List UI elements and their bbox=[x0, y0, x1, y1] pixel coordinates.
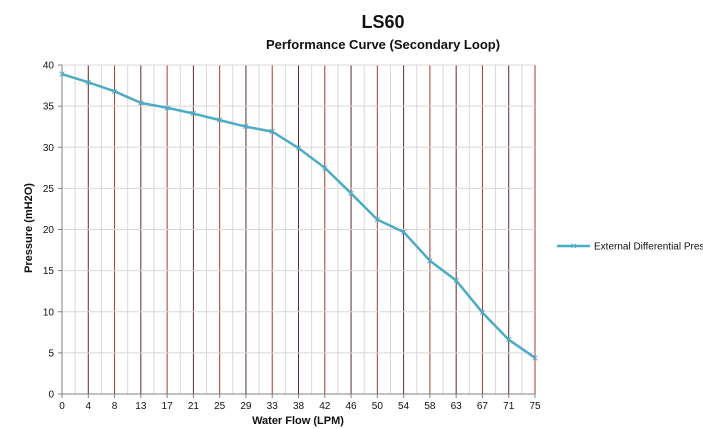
data-point-marker: × bbox=[190, 107, 197, 121]
data-series: × × × × × × × × × × × × × × × × × × × bbox=[58, 67, 538, 365]
y-tick-label: 20 bbox=[43, 225, 55, 236]
data-point-marker: × bbox=[111, 84, 118, 98]
x-tick-label: 0 bbox=[59, 401, 65, 412]
data-point-marker: × bbox=[479, 306, 486, 320]
y-tick-label: 30 bbox=[43, 143, 55, 154]
grid-lines bbox=[61, 64, 536, 395]
data-point-marker: × bbox=[348, 186, 355, 200]
y-tick-label: 5 bbox=[48, 348, 54, 359]
y-tick-label: 25 bbox=[43, 184, 55, 195]
x-tick-label: 58 bbox=[424, 401, 436, 412]
x-tick-label: 63 bbox=[451, 401, 463, 412]
x-tick-label: 42 bbox=[319, 401, 331, 412]
data-point-marker: × bbox=[137, 96, 144, 110]
y-tick-label: 35 bbox=[43, 102, 55, 113]
data-point-marker: × bbox=[242, 120, 249, 134]
x-tick-label: 33 bbox=[267, 401, 279, 412]
x-tick-label: 46 bbox=[345, 401, 357, 412]
series-line bbox=[61, 72, 536, 359]
chart-subtitle: Performance Curve (Secondary Loop) bbox=[266, 37, 500, 52]
x-tick-label: 13 bbox=[135, 401, 147, 412]
x-tick-label: 67 bbox=[477, 401, 489, 412]
chart-title: LS60 bbox=[361, 12, 404, 32]
x-tick-label: 71 bbox=[503, 401, 515, 412]
x-tick-label: 75 bbox=[529, 401, 541, 412]
y-tick-label: 10 bbox=[43, 307, 55, 318]
legend-label: External Differential Pres bbox=[594, 242, 703, 253]
x-tick-label: 17 bbox=[162, 401, 174, 412]
data-point-marker: × bbox=[426, 254, 433, 268]
x-tick-label: 21 bbox=[188, 401, 200, 412]
x-tick-label: 54 bbox=[398, 401, 410, 412]
x-tick-label: 8 bbox=[112, 401, 118, 412]
x-axis-title: Water Flow (LPM) bbox=[252, 415, 344, 427]
data-point-marker: × bbox=[216, 113, 223, 127]
tick-labels: 0 5 10 15 20 25 30 35 40 0 4 8 13 17 21 25 29 33 38 42 46 50 5… bbox=[43, 61, 541, 413]
y-tick-label: 0 bbox=[48, 390, 54, 401]
data-point-marker: × bbox=[531, 351, 538, 365]
x-tick-label: 29 bbox=[240, 401, 252, 412]
data-point-marker: × bbox=[321, 161, 328, 175]
legend: × External Differential Pres bbox=[557, 241, 703, 253]
data-point-marker: × bbox=[85, 75, 92, 89]
data-point-marker: × bbox=[505, 333, 512, 347]
legend-marker: × bbox=[570, 241, 576, 253]
x-tick-label: 38 bbox=[293, 401, 305, 412]
data-point-marker: × bbox=[400, 225, 407, 239]
data-point-marker: × bbox=[295, 141, 302, 155]
x-tick-label: 25 bbox=[214, 401, 226, 412]
data-point-marker: × bbox=[269, 125, 276, 139]
data-point-marker: × bbox=[374, 213, 381, 227]
x-tick-label: 50 bbox=[372, 401, 384, 412]
data-point-marker: × bbox=[58, 67, 65, 81]
axes bbox=[58, 64, 536, 398]
y-axis-title: Pressure (mH2O) bbox=[23, 183, 35, 273]
y-tick-label: 15 bbox=[43, 266, 55, 277]
data-point-marker: × bbox=[453, 273, 460, 287]
x-tick-label: 4 bbox=[85, 401, 91, 412]
data-point-marker: × bbox=[164, 101, 171, 115]
y-tick-label: 40 bbox=[43, 61, 55, 72]
